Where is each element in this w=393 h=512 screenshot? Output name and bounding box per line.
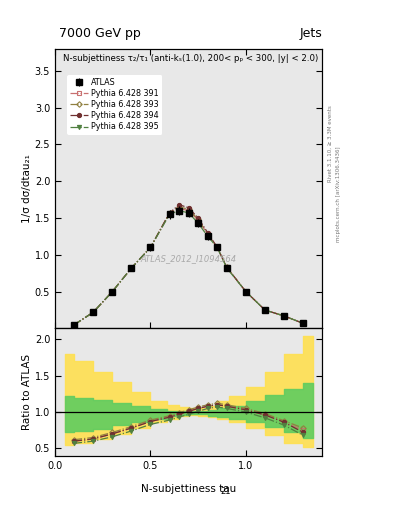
Pythia 6.428 391 bbox=[244, 289, 248, 295]
Pythia 6.428 391 bbox=[148, 244, 153, 250]
Pythia 6.428 393 bbox=[196, 217, 200, 223]
Pythia 6.428 393 bbox=[244, 289, 248, 295]
Pythia 6.428 395 bbox=[72, 322, 77, 328]
Pythia 6.428 393 bbox=[72, 322, 77, 328]
Line: Pythia 6.428 394: Pythia 6.428 394 bbox=[72, 203, 305, 327]
Pythia 6.428 395 bbox=[177, 207, 182, 214]
Pythia 6.428 394 bbox=[110, 289, 115, 295]
Pythia 6.428 395 bbox=[263, 307, 267, 313]
Pythia 6.428 393 bbox=[177, 204, 182, 210]
Pythia 6.428 393 bbox=[206, 231, 210, 237]
Text: Jets: Jets bbox=[299, 27, 322, 40]
Text: 7000 GeV pp: 7000 GeV pp bbox=[59, 27, 141, 40]
Pythia 6.428 391 bbox=[206, 231, 210, 237]
Pythia 6.428 391 bbox=[72, 322, 77, 328]
Pythia 6.428 393 bbox=[129, 265, 134, 271]
Pythia 6.428 393 bbox=[215, 244, 220, 250]
Pythia 6.428 395 bbox=[301, 320, 305, 326]
Pythia 6.428 394 bbox=[167, 210, 172, 216]
Pythia 6.428 394 bbox=[129, 265, 134, 271]
Pythia 6.428 395 bbox=[206, 233, 210, 240]
Pythia 6.428 394 bbox=[196, 215, 200, 221]
Pythia 6.428 395 bbox=[110, 289, 115, 295]
Line: Pythia 6.428 391: Pythia 6.428 391 bbox=[72, 206, 305, 327]
Pythia 6.428 391 bbox=[186, 207, 191, 214]
Pythia 6.428 393 bbox=[91, 309, 95, 315]
Pythia 6.428 393 bbox=[301, 320, 305, 326]
Pythia 6.428 391 bbox=[129, 265, 134, 271]
Text: ATLAS_2012_I1094564: ATLAS_2012_I1094564 bbox=[141, 254, 237, 263]
Pythia 6.428 394 bbox=[177, 202, 182, 208]
Pythia 6.428 393 bbox=[110, 289, 115, 295]
Pythia 6.428 395 bbox=[148, 244, 153, 250]
Pythia 6.428 394 bbox=[244, 289, 248, 295]
Pythia 6.428 395 bbox=[215, 244, 220, 250]
Pythia 6.428 395 bbox=[196, 220, 200, 226]
Pythia 6.428 393 bbox=[167, 210, 172, 216]
Pythia 6.428 394 bbox=[91, 309, 95, 315]
Pythia 6.428 393 bbox=[263, 307, 267, 313]
Legend: ATLAS, Pythia 6.428 391, Pythia 6.428 393, Pythia 6.428 394, Pythia 6.428 395: ATLAS, Pythia 6.428 391, Pythia 6.428 39… bbox=[67, 75, 162, 135]
Pythia 6.428 391 bbox=[167, 210, 172, 217]
Pythia 6.428 395 bbox=[282, 313, 286, 319]
Pythia 6.428 393 bbox=[224, 264, 229, 270]
Text: 21: 21 bbox=[221, 487, 231, 497]
Pythia 6.428 394 bbox=[282, 313, 286, 319]
Pythia 6.428 394 bbox=[72, 322, 77, 328]
Pythia 6.428 395 bbox=[244, 289, 248, 295]
Pythia 6.428 394 bbox=[263, 307, 267, 313]
Pythia 6.428 394 bbox=[186, 205, 191, 211]
Pythia 6.428 395 bbox=[224, 265, 229, 271]
Text: Rivet 3.1.10, ≥ 3.3M events: Rivet 3.1.10, ≥ 3.3M events bbox=[328, 105, 333, 182]
Pythia 6.428 393 bbox=[282, 313, 286, 319]
Pythia 6.428 395 bbox=[129, 265, 134, 271]
Pythia 6.428 394 bbox=[148, 244, 153, 250]
Pythia 6.428 393 bbox=[186, 206, 191, 212]
Pythia 6.428 395 bbox=[186, 210, 191, 216]
Line: Pythia 6.428 395: Pythia 6.428 395 bbox=[72, 208, 305, 327]
Pythia 6.428 395 bbox=[167, 211, 172, 218]
Text: N-subjettiness τ₂/τ₁ (anti-kₛ(1.0), 200< pₚ < 300, |y| < 2.0): N-subjettiness τ₂/τ₁ (anti-kₛ(1.0), 200<… bbox=[63, 54, 318, 63]
Pythia 6.428 391 bbox=[110, 289, 115, 295]
Pythia 6.428 391 bbox=[282, 313, 286, 319]
Text: mcplots.cern.ch [arXiv:1306.3436]: mcplots.cern.ch [arXiv:1306.3436] bbox=[336, 147, 341, 242]
Pythia 6.428 394 bbox=[206, 230, 210, 236]
Pythia 6.428 394 bbox=[224, 264, 229, 270]
Pythia 6.428 393 bbox=[148, 244, 153, 250]
Pythia 6.428 391 bbox=[215, 244, 220, 250]
Text: N-subjettiness tau: N-subjettiness tau bbox=[141, 484, 236, 494]
Y-axis label: 1/σ dσ/dtau₂₁: 1/σ dσ/dtau₂₁ bbox=[22, 154, 32, 223]
Y-axis label: Ratio to ATLAS: Ratio to ATLAS bbox=[22, 354, 32, 430]
Pythia 6.428 391 bbox=[263, 307, 267, 313]
Pythia 6.428 391 bbox=[224, 264, 229, 270]
Line: Pythia 6.428 393: Pythia 6.428 393 bbox=[72, 205, 305, 327]
Pythia 6.428 391 bbox=[301, 320, 305, 326]
Pythia 6.428 395 bbox=[91, 309, 95, 315]
Pythia 6.428 391 bbox=[91, 309, 95, 315]
Pythia 6.428 391 bbox=[177, 205, 182, 211]
Pythia 6.428 394 bbox=[215, 244, 220, 250]
Pythia 6.428 391 bbox=[196, 217, 200, 223]
Pythia 6.428 394 bbox=[301, 320, 305, 326]
